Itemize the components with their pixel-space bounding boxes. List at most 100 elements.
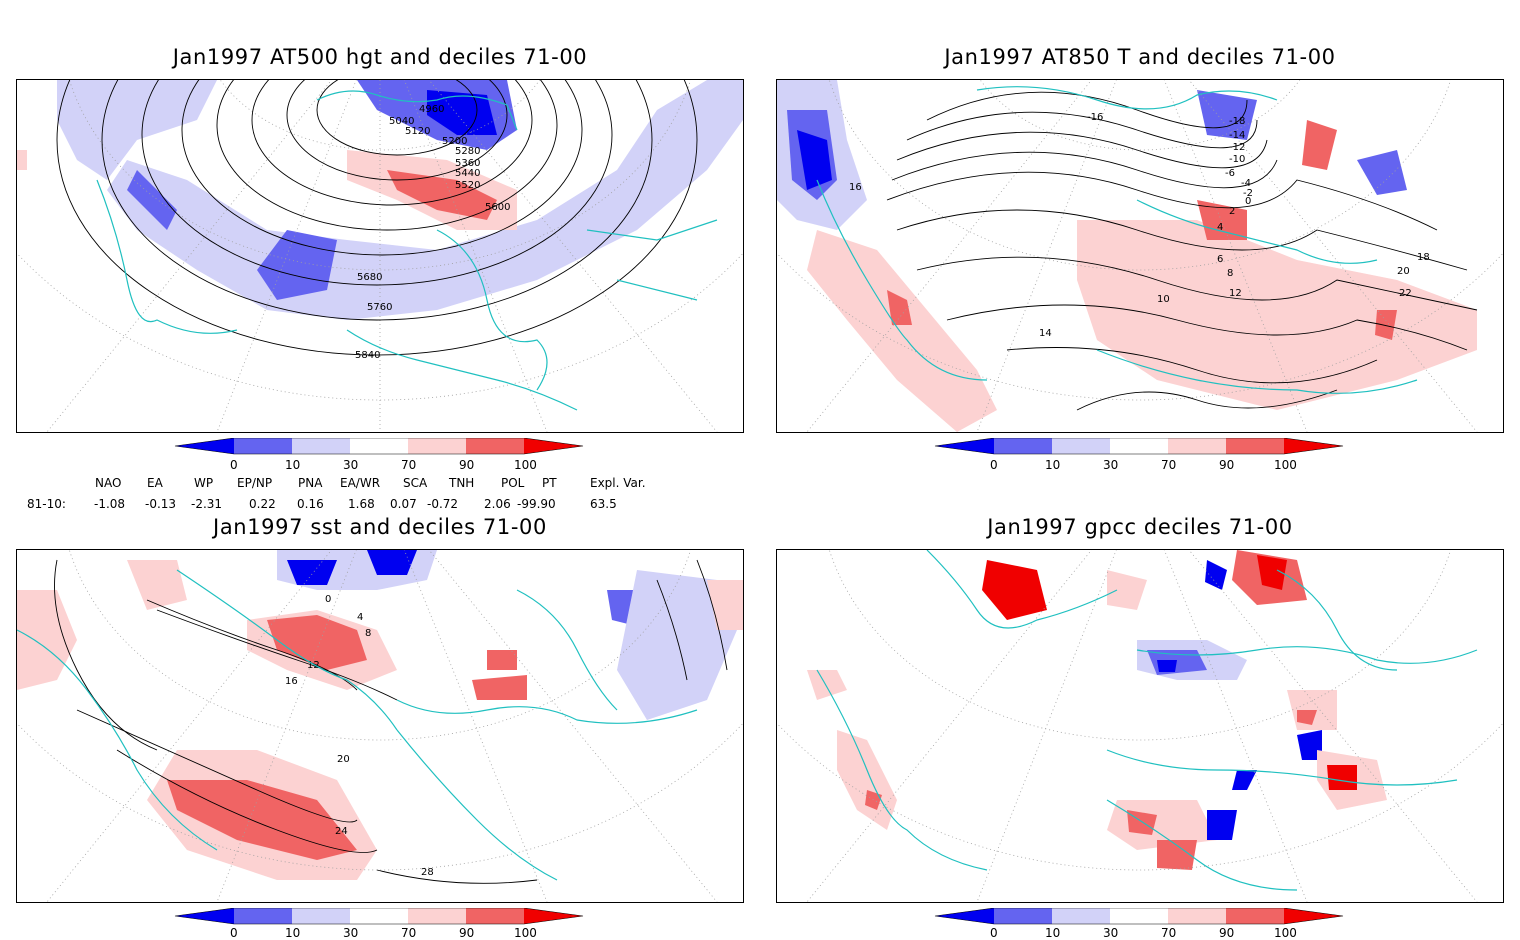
panel-title-z500: Jan1997 AT500 hgt and deciles 71-00	[172, 45, 588, 69]
colorbar-tick: 90	[1219, 926, 1234, 940]
colorbar-tick: 30	[343, 458, 358, 472]
contour-label: 4960	[419, 104, 444, 115]
colorbar-gpcc: 0 10 30 70 90 100	[934, 908, 1344, 940]
contour-label: 14	[1039, 328, 1052, 339]
colorbar-tick: 30	[1103, 458, 1118, 472]
index-value: -1.08	[94, 497, 126, 511]
index-header: Expl. Var.	[590, 476, 646, 490]
index-header: EA	[147, 476, 163, 490]
colorbar-z500: 0 10 30 70 90 100	[174, 438, 584, 472]
colorbar-tick: 0	[230, 926, 238, 940]
colorbar-tick: 0	[990, 458, 998, 472]
colorbar-tick: 100	[1274, 458, 1297, 472]
index-header: SCA	[403, 476, 428, 490]
contour-label: 20	[337, 754, 350, 765]
colorbar-tick: 90	[459, 926, 474, 940]
contour-label: 20	[1397, 266, 1410, 277]
index-header: TNH	[449, 476, 475, 490]
colorbar-tick: 0	[990, 926, 998, 940]
contour-label: 16	[285, 676, 298, 687]
contour-label: 8	[365, 628, 371, 639]
contour-label: 18	[1417, 252, 1430, 263]
contour-label: 5120	[405, 126, 430, 137]
contour-label: 5840	[355, 350, 380, 361]
colorbar-tick: 90	[1219, 458, 1234, 472]
colorbar-tick: 70	[401, 926, 416, 940]
map-panel-z500: 4960 5040 5120 5200 5280 5360 5440 5520 …	[16, 79, 744, 433]
index-header: PT	[542, 476, 557, 490]
contour-label: 6	[1217, 254, 1223, 265]
contour-label: 16	[849, 182, 862, 193]
contour-label: 22	[1399, 288, 1412, 299]
colorbar-tick: 100	[1274, 926, 1297, 940]
contour-label: 5360	[455, 158, 480, 169]
contour-label: -14	[1229, 130, 1245, 141]
contour-label: 0	[1245, 196, 1251, 207]
contour-label: 5760	[367, 302, 392, 313]
colorbar-t850: 0 10 30 70 90 100	[934, 438, 1344, 472]
index-header: WP	[194, 476, 214, 490]
contour-label: 0	[325, 594, 331, 605]
contour-label: 5600	[485, 202, 510, 213]
index-header: PNA	[298, 476, 323, 490]
index-header: POL	[501, 476, 525, 490]
contour-label: -10	[1229, 154, 1245, 165]
index-value: -0.72	[427, 497, 459, 511]
contour-label: 5440	[455, 168, 480, 179]
contour-label: 12	[307, 660, 320, 671]
contour-label: 28	[421, 867, 434, 878]
colorbar-tick: 90	[459, 458, 474, 472]
contour-label: 5040	[389, 116, 414, 127]
colorbar-tick: 10	[1045, 926, 1060, 940]
panel-title-t850: Jan1997 AT850 T and deciles 71-00	[944, 45, 1336, 69]
index-value: 0.22	[249, 497, 276, 511]
colorbar-tick: 10	[285, 926, 300, 940]
contour-label: -6	[1225, 168, 1235, 179]
index-value: 0.16	[297, 497, 324, 511]
colorbar-tick: 70	[1161, 458, 1176, 472]
contour-label: -12	[1229, 142, 1245, 153]
contour-label: -16	[1087, 112, 1103, 123]
colorbar-tick: 70	[1161, 926, 1176, 940]
index-row-label: 81-10:	[27, 497, 66, 511]
index-value: 63.5	[590, 497, 617, 511]
contour-label: 2	[1229, 206, 1235, 217]
index-header: EP/NP	[237, 476, 273, 490]
index-value: 2.06	[484, 497, 511, 511]
index-value-row: 81-10: -1.08 -0.13 -2.31 0.22 0.16 1.68 …	[0, 497, 700, 513]
colorbar-tick: 30	[1103, 926, 1118, 940]
contour-label: 5200	[442, 136, 467, 147]
index-header-row: NAO EA WP EP/NP PNA EA/WR SCA TNH POL PT…	[0, 476, 700, 492]
colorbar-tick: 10	[1045, 458, 1060, 472]
panel-title-sst: Jan1997 sst and deciles 71-00	[213, 515, 547, 539]
index-value: -0.13	[145, 497, 177, 511]
contour-label: 5680	[357, 272, 382, 283]
colorbar-tick: 10	[285, 458, 300, 472]
contour-label: -2	[1243, 188, 1253, 199]
map-panel-t850: -18 -16 -14 -12 -10 -6 -4 -2 0 2 4 6 8 1…	[776, 79, 1504, 433]
contour-label: -18	[1229, 116, 1245, 127]
colorbar-tick: 100	[514, 926, 537, 940]
index-value: 0.07	[390, 497, 417, 511]
colorbar-tick: 70	[401, 458, 416, 472]
colorbar-tick: 100	[514, 458, 537, 472]
index-header: EA/WR	[340, 476, 381, 490]
contour-label: 5280	[455, 146, 480, 157]
contour-label: 5520	[455, 180, 480, 191]
colorbar-tick: 0	[230, 458, 238, 472]
index-header: NAO	[95, 476, 122, 490]
panel-title-gpcc: Jan1997 gpcc deciles 71-00	[987, 515, 1293, 539]
map-panel-sst: 0 4 8 12 16 20 24 28	[16, 549, 744, 903]
contour-label: 12	[1229, 288, 1242, 299]
contour-label: 24	[335, 826, 348, 837]
index-value: -99.90	[517, 497, 556, 511]
index-value: 1.68	[348, 497, 375, 511]
colorbar-tick: 30	[343, 926, 358, 940]
contour-label: 8	[1227, 268, 1233, 279]
contour-label: 10	[1157, 294, 1170, 305]
contour-label: -4	[1241, 178, 1251, 189]
contour-label: 4	[1217, 222, 1223, 233]
index-value: -2.31	[191, 497, 223, 511]
map-panel-gpcc	[776, 549, 1504, 903]
contour-label: 4	[357, 612, 363, 623]
